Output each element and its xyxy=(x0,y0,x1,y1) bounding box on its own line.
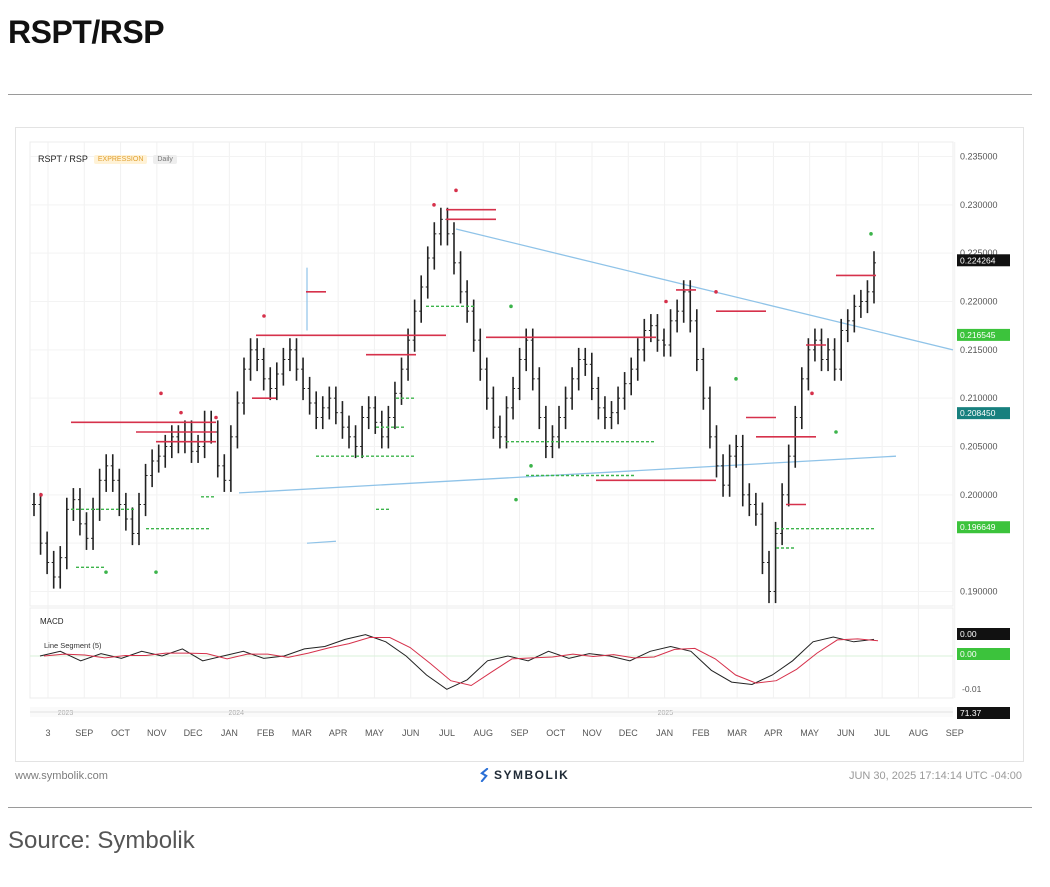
x-tick-label: DEC xyxy=(184,728,204,738)
macd-badge xyxy=(957,628,1010,640)
price-badge-label: 0.224264 xyxy=(960,255,996,265)
signal-marker xyxy=(179,410,183,415)
x-tick-label: MAR xyxy=(292,728,313,738)
signal-marker xyxy=(454,188,458,193)
year-label: 2023 xyxy=(58,710,74,717)
macd-legend: Line Segment (5) xyxy=(44,641,102,650)
y-tick-label: 0.220000 xyxy=(960,297,998,307)
signal-marker xyxy=(714,290,718,294)
brand-logo: SYMBOLIK xyxy=(480,768,569,782)
bottom-divider xyxy=(8,807,1032,808)
x-tick-label: APR xyxy=(764,728,783,738)
x-tick-label: FEB xyxy=(692,728,710,738)
macd-signal-line xyxy=(43,637,879,687)
signal-marker xyxy=(810,391,814,396)
price-badge xyxy=(957,254,1010,267)
signal-marker xyxy=(159,391,163,396)
x-tick-label: SEP xyxy=(75,728,93,738)
signal-marker xyxy=(262,314,266,318)
support-trendline xyxy=(238,455,897,494)
top-divider xyxy=(8,94,1032,95)
macd-extra-badge xyxy=(957,707,1010,719)
macd-badge-label: 0.00 xyxy=(960,629,977,639)
price-badge-label: 0.196649 xyxy=(960,522,996,532)
expression-badge: EXPRESSION xyxy=(93,154,148,164)
y-tick-label: 0.215000 xyxy=(960,345,998,355)
macd-badge xyxy=(957,648,1010,660)
period-badge[interactable]: Daily xyxy=(153,154,177,164)
x-tick-label: SEP xyxy=(510,728,528,738)
macd-badge-label: 0.00 xyxy=(960,649,977,659)
x-tick-label: JUN xyxy=(837,728,855,738)
signal-marker xyxy=(509,304,513,309)
price-badge-label: 0.208450 xyxy=(960,408,996,418)
year-label: 2024 xyxy=(228,710,244,717)
price-badge xyxy=(957,521,1010,534)
x-tick-label: NOV xyxy=(147,728,167,738)
signal-marker xyxy=(214,415,218,420)
x-tick-label: SEP xyxy=(946,728,964,738)
footer-site[interactable]: www.symbolik.com xyxy=(15,770,108,782)
x-tick-label: JUL xyxy=(874,728,890,738)
year-label: 2025 xyxy=(658,710,674,717)
chart-card: 3 SEP OCT NOV DEC JAN FEB MAR APR MAY JUN JUL AUG SEP… xyxy=(15,127,1024,762)
x-tick-label: FEB xyxy=(257,728,275,738)
macd-y-tick-label: -0.01 xyxy=(962,684,982,694)
y-tick-label: 0.230000 xyxy=(960,200,998,210)
x-tick-label: APR xyxy=(329,728,348,738)
y-tick-label: 0.200000 xyxy=(960,490,998,500)
page-title: RSPT/RSP xyxy=(8,14,165,50)
price-badge-label: 0.216545 xyxy=(960,330,996,340)
chart-header: RSPT / RSP EXPRESSION Daily xyxy=(38,154,177,164)
y-tick-label: 0.210000 xyxy=(960,393,998,403)
price-panel xyxy=(29,141,954,607)
signal-marker xyxy=(514,497,518,502)
price-badge xyxy=(957,328,1010,341)
x-tick-label: OCT xyxy=(111,728,130,738)
chart-svg[interactable]: 3 SEP OCT NOV DEC JAN FEB MAR APR MAY JUN JUL AUG SEP… xyxy=(16,128,1023,761)
resistance-trendline xyxy=(455,228,954,351)
signal-marker xyxy=(104,570,108,574)
x-tick-label: JAN xyxy=(656,728,673,738)
macd-extra-label: 71.37 xyxy=(960,708,982,718)
brand-name: SYMBOLIK xyxy=(494,768,570,782)
signal-marker xyxy=(432,203,436,207)
x-tick-label: AUG xyxy=(909,728,929,738)
chart-symbol: RSPT / RSP xyxy=(38,154,88,164)
y-tick-label: 0.235000 xyxy=(960,152,998,162)
macd-title: MACD xyxy=(40,617,64,626)
x-tick-label: NOV xyxy=(582,728,602,738)
x-tick-label: DEC xyxy=(619,728,639,738)
signal-marker xyxy=(664,299,668,304)
x-tick-label: 3 xyxy=(45,728,50,738)
y-tick-label: 0.190000 xyxy=(960,587,998,597)
trend-marker-line xyxy=(306,540,337,544)
x-tick-label: OCT xyxy=(546,728,566,738)
x-tick-label: MAR xyxy=(727,728,748,738)
signal-marker xyxy=(834,430,838,434)
x-tick-label: MAY xyxy=(800,728,819,738)
footer-timestamp: JUN 30, 2025 17:14:14 UTC -04:00 xyxy=(848,770,1022,782)
x-tick-label: AUG xyxy=(473,728,493,738)
signal-marker xyxy=(39,493,43,497)
x-tick-label: JUN xyxy=(402,728,420,738)
signal-marker xyxy=(869,232,873,236)
y-tick-label: 0.205000 xyxy=(960,442,998,452)
signal-marker xyxy=(529,464,533,468)
macd-line xyxy=(39,634,875,690)
signal-marker xyxy=(734,377,738,381)
signal-marker xyxy=(154,570,158,574)
symbolik-logo-icon xyxy=(480,768,489,782)
y-tick-label: 0.225000 xyxy=(960,248,998,258)
price-badge xyxy=(957,407,1010,420)
x-tick-label: JUL xyxy=(439,728,455,738)
x-tick-label: MAY xyxy=(365,728,384,738)
x-tick-label: JAN xyxy=(221,728,238,738)
source-caption: Source: Symbolik xyxy=(8,827,195,854)
